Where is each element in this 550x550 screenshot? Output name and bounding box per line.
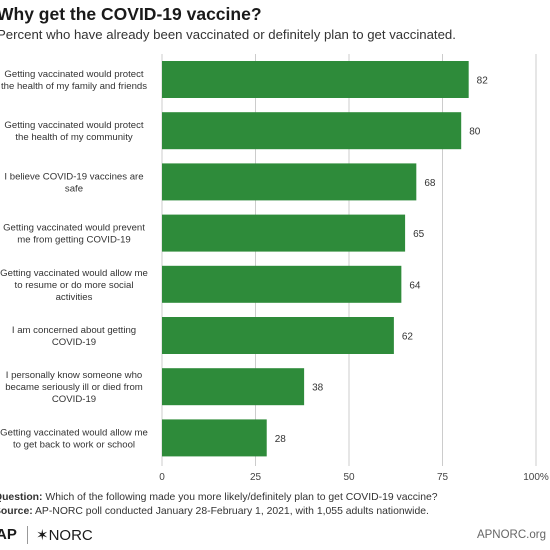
category-label: I personally know someone who became seri… bbox=[5, 370, 143, 405]
bar bbox=[162, 317, 394, 354]
x-tick-label: 25 bbox=[250, 472, 262, 480]
x-tick-label: 0 bbox=[159, 472, 165, 480]
value-label: 82 bbox=[477, 76, 489, 87]
x-tick-label: 100% bbox=[523, 472, 549, 480]
ap-logo: AP bbox=[0, 526, 17, 543]
logo-divider bbox=[27, 526, 28, 544]
value-label: 38 bbox=[312, 383, 324, 394]
x-tick-label: 50 bbox=[343, 472, 355, 480]
bar bbox=[162, 265, 402, 303]
category-label: Getting vaccinated would protect the heal… bbox=[1, 69, 147, 92]
source-text: AP-NORC poll conducted January 28-Februa… bbox=[32, 506, 429, 517]
category-label: I am concerned about getting COVID-19 bbox=[12, 325, 136, 348]
bars bbox=[162, 61, 469, 457]
chart-title: Why get the COVID-19 vaccine? bbox=[0, 4, 262, 24]
bar bbox=[162, 419, 267, 457]
category-label: Getting vaccinated would protect the heal… bbox=[4, 120, 144, 143]
x-tick-label: 75 bbox=[437, 472, 449, 480]
chart-subtitle: Percent who have already been vaccinated… bbox=[0, 27, 456, 42]
source-label: Source: bbox=[0, 506, 33, 517]
value-label: 80 bbox=[469, 127, 481, 138]
x-axis-ticks: 0 25 50 75 100% bbox=[159, 472, 549, 480]
value-labels: 82 80 68 65 64 62 38 28 bbox=[275, 76, 489, 445]
footer-source: Source: AP-NORC poll conducted January 2… bbox=[0, 506, 429, 517]
value-label: 64 bbox=[409, 280, 421, 291]
bar bbox=[162, 112, 462, 150]
question-text: Which of the following made you more lik… bbox=[42, 492, 438, 503]
category-label: Getting vaccinated would prevent me from … bbox=[3, 223, 145, 246]
question-label: Question: bbox=[0, 492, 43, 503]
category-label: Getting vaccinated would allow me to get … bbox=[0, 427, 148, 450]
value-label: 68 bbox=[424, 178, 436, 189]
bar bbox=[162, 163, 417, 201]
category-labels: Getting vaccinated would protect the heal… bbox=[0, 69, 148, 450]
footer-question: Question: Which of the following made yo… bbox=[0, 492, 438, 503]
bar-chart: Getting vaccinated would protect the heal… bbox=[0, 54, 549, 480]
bar bbox=[162, 214, 406, 252]
value-label: 62 bbox=[402, 332, 414, 343]
bar bbox=[162, 61, 469, 98]
value-label: 65 bbox=[413, 229, 425, 240]
norc-logo: ✶NORC bbox=[36, 527, 93, 544]
bar bbox=[162, 368, 305, 406]
category-label: I believe COVID-19 vaccines are safe bbox=[4, 171, 143, 194]
site-link[interactable]: APNORC.org bbox=[476, 529, 546, 541]
category-label: Getting vaccinated would allow me to resu… bbox=[0, 268, 148, 303]
value-label: 28 bbox=[275, 434, 287, 445]
